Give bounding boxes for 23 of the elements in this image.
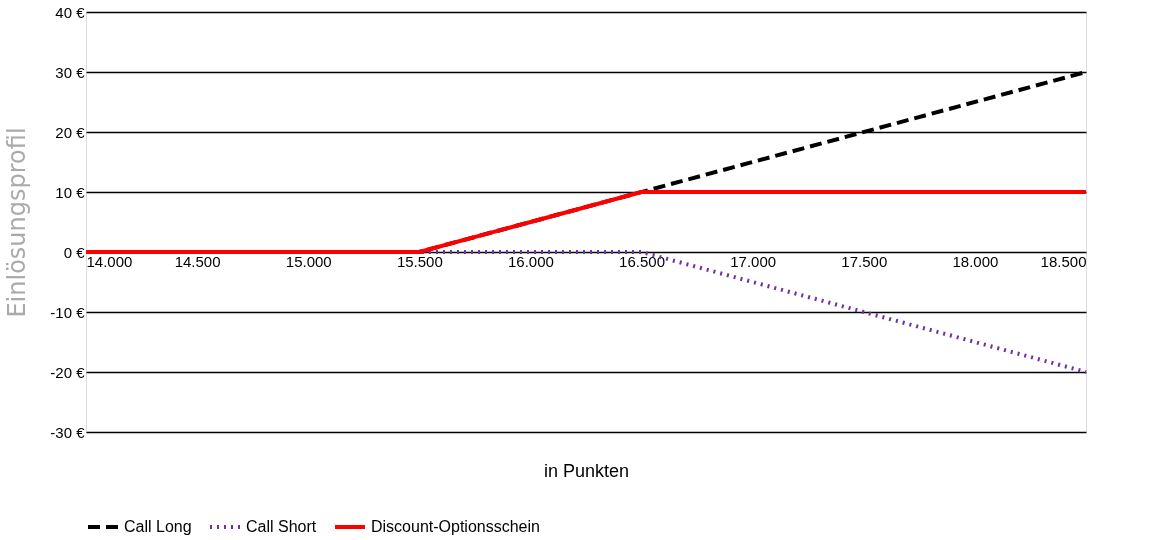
y-tick-label: -20 €	[50, 363, 86, 381]
x-tick-label: 18.000	[952, 252, 999, 270]
x-tick-label: 18.500	[1040, 252, 1087, 270]
x-tick-label: 14.000	[86, 252, 133, 270]
legend-label: Call Short	[246, 518, 317, 535]
legend-label: Call Long	[124, 518, 192, 535]
x-tick-label: 15.000	[285, 252, 332, 270]
legend-label: Discount-Optionsschein	[371, 518, 540, 535]
y-tick-label: 20 €	[55, 123, 86, 141]
y-tick-label: 30 €	[55, 63, 86, 81]
x-tick-label: 17.000	[730, 252, 777, 270]
y-tick-label: -10 €	[50, 303, 86, 321]
x-tick-label: 14.500	[174, 252, 221, 270]
y-tick-label: 0 €	[63, 243, 86, 261]
x-tick-label: 16.000	[508, 252, 554, 270]
x-tick-label: 15.500	[396, 252, 443, 270]
x-tick-label: 16.500	[619, 252, 665, 270]
y-tick-label: 10 €	[55, 183, 86, 201]
y-tick-label: -30 €	[50, 423, 86, 441]
x-axis-title: in Punkten	[543, 460, 630, 481]
y-tick-label: 40 €	[55, 3, 86, 21]
x-tick-label: 17.500	[841, 252, 888, 270]
y-axis-title: Einlösungsprofil	[3, 127, 32, 318]
